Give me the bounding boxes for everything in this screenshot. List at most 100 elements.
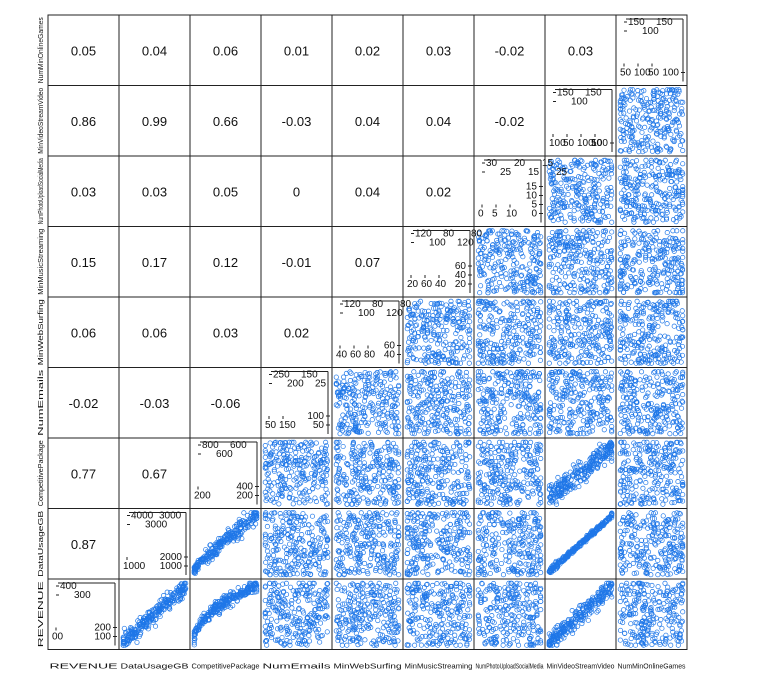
scatter-point: [283, 477, 289, 483]
scatter-point: [226, 595, 232, 602]
correlation-value: 0.01: [284, 43, 309, 58]
scatter-panel: [475, 510, 544, 578]
scatter-point: [371, 473, 377, 479]
scatter-point: [379, 632, 385, 638]
scatter-point: [617, 598, 623, 605]
scatter-point: [457, 642, 463, 648]
scatter-point: [531, 456, 538, 462]
scatter-point: [274, 463, 281, 469]
scatter-point: [362, 560, 368, 567]
scatter-point: [378, 490, 384, 496]
scatter-point: [393, 580, 399, 586]
scatter-point: [297, 629, 303, 635]
scatter-point: [163, 599, 169, 605]
scatter-panel: [617, 580, 686, 648]
correlation-value: 0.99: [142, 114, 167, 129]
scatter-point: [383, 584, 389, 590]
scatter-point: [538, 570, 544, 576]
scatter-point: [344, 501, 350, 507]
scatter-point: [434, 528, 440, 534]
scatter-point: [228, 589, 234, 595]
scatter-point: [181, 580, 188, 586]
scatter-point: [335, 638, 341, 644]
scatter-point: [628, 621, 634, 627]
scatter-point: [262, 597, 268, 604]
scatter-point: [221, 597, 227, 603]
scatter-point: [262, 629, 268, 635]
scatter-point: [158, 606, 165, 612]
correlation-value: 0: [293, 184, 300, 199]
scatter-point: [500, 572, 506, 578]
scatter-point: [358, 510, 364, 516]
scatter-panel: [404, 439, 473, 507]
scatter-point: [368, 580, 374, 586]
scatter-point: [667, 635, 673, 641]
scatter-point: [278, 593, 284, 599]
scatter-point: [265, 476, 271, 482]
correlation-value: 0.06: [71, 325, 96, 340]
scatter-point: [315, 484, 321, 490]
scatter-point: [167, 606, 173, 612]
scatter-point: [624, 580, 630, 586]
scatter-point: [340, 611, 346, 617]
scatter-point: [202, 619, 208, 625]
scatter-panel: [475, 580, 544, 648]
scatter-point: [362, 597, 368, 603]
scatter-point: [293, 496, 299, 502]
scatter-point: [147, 618, 153, 624]
scatter-point: [359, 586, 365, 592]
scatter-point: [164, 598, 171, 604]
scatter-point: [307, 627, 313, 633]
scatter-point: [366, 610, 373, 616]
correlation-value: 0.05: [71, 43, 96, 58]
scatter-point: [417, 622, 423, 628]
scatter-point: [439, 472, 445, 478]
scatter-point: [512, 472, 518, 478]
scatter-point: [314, 613, 320, 619]
scatter-point: [430, 480, 436, 486]
scatter-point: [191, 640, 197, 646]
scatter-point: [278, 627, 284, 633]
scatter-point: [267, 591, 273, 598]
correlation-value: 0.06: [142, 325, 167, 340]
scatter-point: [411, 555, 417, 562]
correlation-value: 0.87: [71, 537, 96, 552]
scatter-point: [655, 584, 661, 590]
scatter-point: [251, 586, 257, 592]
scatter-point: [412, 512, 418, 518]
scatter-point: [157, 605, 163, 611]
scatter-point: [641, 523, 647, 529]
scatter-point: [267, 622, 274, 628]
scatter-point: [276, 595, 282, 601]
scatter-point: [243, 591, 249, 597]
scatter-point: [137, 624, 143, 630]
scatter-point: [246, 580, 252, 586]
scatter-point: [305, 597, 311, 603]
scatter-point: [311, 611, 317, 617]
scatter-point: [281, 588, 287, 594]
scatter-point: [287, 642, 293, 648]
scatter-point: [353, 588, 359, 594]
scatter-point: [122, 630, 129, 636]
scatter-point: [334, 586, 340, 593]
scatter-point: [364, 583, 370, 589]
correlation-value: 0.06: [213, 43, 238, 58]
scatter-point: [144, 623, 150, 629]
scatter-point: [517, 528, 523, 534]
scatter-panel: [262, 580, 331, 648]
scatter-point: [315, 634, 321, 641]
scatter-point: [360, 550, 366, 556]
scatter-point: [199, 613, 205, 619]
scatter-point: [375, 617, 381, 624]
scatter-point: [487, 521, 493, 527]
scatter-point: [284, 631, 290, 637]
scatter-point: [538, 598, 544, 605]
scatter-point: [466, 590, 472, 596]
scatter-point: [278, 598, 284, 604]
scatter-point: [317, 620, 324, 626]
scatter-point: [452, 632, 458, 638]
scatter-point: [356, 597, 362, 603]
correlation-value: 0.03: [142, 184, 167, 199]
scatter-point: [507, 553, 513, 560]
